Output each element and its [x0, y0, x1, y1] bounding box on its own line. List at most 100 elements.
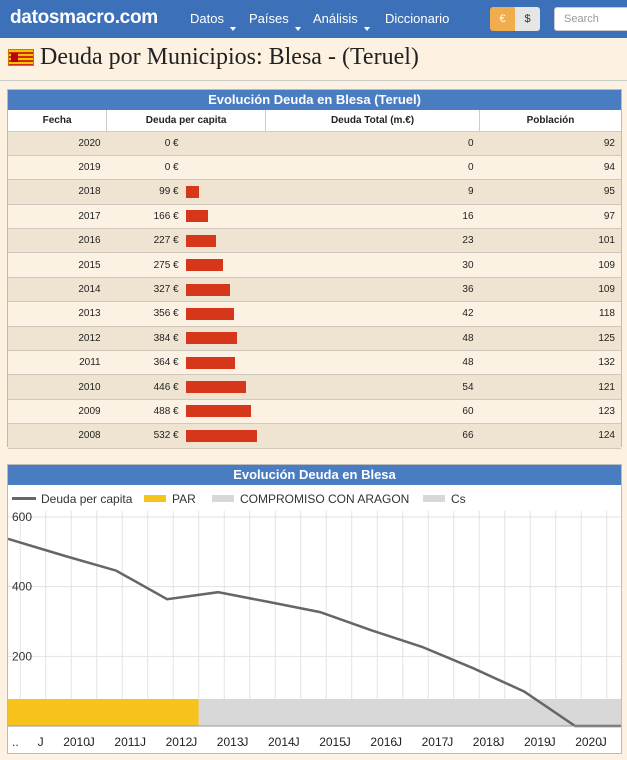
column-header-deuda-per-capita[interactable]: Deuda per capita	[106, 110, 267, 132]
cell-poblacion: 95	[479, 179, 621, 205]
per-capita-bar	[185, 381, 246, 394]
x-tick-label: J	[601, 735, 607, 749]
cell-deuda-per-capita: 0 €	[106, 155, 266, 181]
cell-fecha: 2018	[8, 179, 107, 205]
x-tick-label: J	[550, 735, 556, 749]
cell-fecha: 2017	[8, 204, 107, 230]
table-title: Evolución Deuda en Blesa (Teruel)	[8, 90, 621, 110]
currency-eur-button[interactable]: €	[490, 7, 515, 31]
chevron-down-icon	[294, 27, 301, 31]
per-capita-value: 227 €	[153, 235, 179, 247]
column-header-fecha[interactable]: Fecha	[8, 110, 108, 132]
debt-table: Fecha Deuda per capita Deuda Total (m.€)…	[8, 110, 621, 449]
x-tick-label: 2017	[422, 735, 449, 749]
per-capita-value: 327 €	[153, 284, 179, 296]
cell-poblacion: 109	[479, 252, 621, 278]
nav-diccionario[interactable]: Diccionario	[385, 11, 450, 26]
divider	[0, 80, 627, 81]
cell-deuda-total: 9	[265, 179, 480, 205]
legend-item-par[interactable]: PAR	[144, 492, 196, 506]
cell-deuda-per-capita: 275 €	[106, 252, 266, 278]
legend-swatch	[212, 495, 234, 502]
band-compromiso	[198, 699, 621, 726]
per-capita-value: 275 €	[153, 259, 179, 271]
per-capita-bar	[185, 405, 251, 418]
top-navbar: datosmacro.com Datos Países Análisis Dic…	[0, 0, 627, 38]
x-tick-label: 2012	[166, 735, 193, 749]
legend-item-cs[interactable]: Cs	[423, 492, 466, 506]
cell-deuda-per-capita: 384 €	[106, 326, 266, 352]
cell-fecha: 2011	[8, 350, 107, 376]
per-capita-bar	[185, 185, 199, 198]
per-capita-bar	[185, 283, 230, 296]
cell-poblacion: 118	[479, 301, 621, 327]
nav-analisis[interactable]: Análisis	[313, 11, 370, 31]
per-capita-value: 446 €	[153, 381, 179, 393]
table-header-row: Fecha Deuda per capita Deuda Total (m.€)…	[8, 110, 621, 132]
nav-datos[interactable]: Datos	[190, 11, 236, 31]
per-capita-value: 0 €	[164, 137, 179, 149]
x-tick-label: 2010	[63, 735, 90, 749]
column-header-poblacion[interactable]: Población	[479, 110, 621, 132]
x-tick-label: 2014	[268, 735, 295, 749]
cell-fecha: 2008	[8, 423, 107, 449]
band-par	[8, 699, 199, 726]
cell-poblacion: 109	[479, 277, 621, 303]
series-line-deuda-per-capita	[8, 537, 621, 728]
per-capita-value: 99 €	[159, 186, 179, 198]
x-tick-label: 2019	[524, 735, 551, 749]
cell-deuda-total: 60	[265, 399, 480, 425]
column-header-deuda-total[interactable]: Deuda Total (m.€)	[265, 110, 481, 132]
currency-usd-button[interactable]: $	[515, 7, 540, 31]
x-tick-label: J	[396, 735, 402, 749]
nav-paises[interactable]: Países	[249, 11, 301, 31]
per-capita-bar	[185, 332, 237, 345]
cell-poblacion: 101	[479, 228, 621, 254]
x-tick-label: J	[447, 735, 453, 749]
legend-swatch	[423, 495, 445, 502]
table-row: 2015 275 € 30 109	[8, 252, 621, 278]
cell-poblacion: 92	[479, 131, 621, 156]
cell-poblacion: 121	[479, 374, 621, 400]
x-tick-label: 2020	[575, 735, 602, 749]
x-tick-label: J	[191, 735, 197, 749]
chevron-down-icon	[229, 27, 236, 31]
table-row: 2020 0 € 0 92	[8, 131, 621, 156]
table-row: 2017 166 € 16 97	[8, 204, 621, 230]
cell-fecha: 2012	[8, 326, 107, 352]
cell-poblacion: 123	[479, 399, 621, 425]
per-capita-bar	[185, 234, 216, 247]
y-tick-label: 600	[12, 511, 32, 524]
cell-fecha: 2014	[8, 277, 107, 303]
legend-item-deuda[interactable]: Deuda per capita	[12, 492, 132, 506]
cell-fecha: 2016	[8, 228, 107, 254]
site-logo[interactable]: datosmacro.com	[10, 7, 158, 28]
x-tick-label: J	[498, 735, 504, 749]
x-tick-label: J	[89, 735, 95, 749]
per-capita-value: 364 €	[153, 357, 179, 369]
cell-deuda-per-capita: 166 €	[106, 204, 266, 230]
debt-chart-panel: Evolución Deuda en Blesa Deuda per capit…	[7, 464, 622, 754]
x-tick-label: J	[294, 735, 300, 749]
per-capita-value: 166 €	[153, 210, 179, 222]
cell-deuda-total: 66	[265, 423, 480, 449]
cell-deuda-per-capita: 327 €	[106, 277, 266, 303]
table-row: 2016 227 € 23 101	[8, 228, 621, 254]
cell-deuda-total: 23	[265, 228, 480, 254]
cell-fecha: 2009	[8, 399, 107, 425]
cell-deuda-total: 0	[265, 131, 480, 156]
search-input[interactable]	[554, 7, 627, 31]
legend-swatch	[144, 495, 166, 502]
x-tick-label: J	[242, 735, 248, 749]
cell-deuda-total: 0	[265, 155, 480, 181]
cell-deuda-per-capita: 356 €	[106, 301, 266, 327]
x-tick-label: 2013	[217, 735, 244, 749]
cell-fecha: 2010	[8, 374, 107, 400]
per-capita-bar	[185, 210, 208, 223]
per-capita-value: 356 €	[153, 308, 179, 320]
legend-item-compromiso[interactable]: COMPROMISO CON ARAGON	[212, 492, 409, 506]
table-row: 2009 488 € 60 123	[8, 399, 621, 425]
chevron-down-icon	[363, 27, 370, 31]
table-row: 2018 99 € 9 95	[8, 179, 621, 205]
table-row: 2010 446 € 54 121	[8, 374, 621, 400]
